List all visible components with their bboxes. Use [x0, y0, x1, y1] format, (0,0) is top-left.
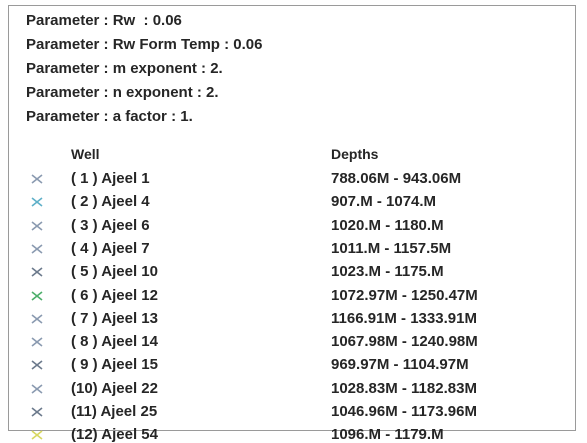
well-marker [31, 290, 43, 301]
well-marker [31, 430, 43, 440]
well-marker [31, 337, 43, 347]
marker-stroke [31, 197, 43, 207]
well-marker [31, 220, 43, 231]
well-name: ( 4 ) Ajeel 7 [71, 239, 150, 257]
well-name: (10) Ajeel 22 [71, 379, 158, 397]
depth-range: 969.97M - 1104.97M [331, 356, 469, 374]
marker-stroke [31, 244, 43, 254]
well-marker [31, 314, 43, 324]
column-header: Depths [331, 146, 379, 162]
well-name: ( 8 ) Ajeel 14 [71, 333, 158, 351]
well-name: ( 5 ) Ajeel 10 [71, 263, 158, 281]
column-header: Well [71, 146, 100, 162]
well-marker [31, 197, 43, 207]
well-marker [31, 384, 43, 394]
marker-stroke [31, 290, 43, 301]
well-marker [31, 407, 43, 417]
well-marker [31, 360, 43, 371]
parameter-panel: Parameter : Rw : 0.06 Parameter : Rw For… [8, 5, 576, 443]
well-name: ( 9 ) Ajeel 15 [71, 356, 158, 374]
well-name: ( 7 ) Ajeel 13 [71, 309, 158, 327]
well-name: ( 1 ) Ajeel 1 [71, 170, 150, 187]
depth-range: 1028.83M - 1182.83M [331, 379, 477, 397]
marker-stroke [31, 174, 43, 184]
well-name: (11) Ajeel 25 [71, 403, 158, 420]
marker-stroke [31, 314, 43, 324]
well-name: ( 6 ) Ajeel 12 [71, 286, 158, 304]
marker-stroke [31, 267, 43, 277]
depth-range: 1011.M - 1157.5M [331, 239, 452, 257]
depth-range: 907.M - 1074.M [331, 193, 437, 211]
depth-range: 1020.M - 1180.M [331, 216, 444, 234]
depth-range: 1046.96M - 1173.96M [331, 403, 477, 420]
marker-stroke [31, 360, 43, 371]
parameter: Parameter : Rw : 0.06 [26, 12, 182, 29]
parameter: Parameter : Rw Form Temp : 0.06 [26, 36, 263, 53]
marker-stroke [31, 220, 43, 231]
parameter: Parameter : n exponent : 2. [26, 84, 219, 101]
depth-range: 1166.91M - 1333.91M [331, 309, 477, 327]
well-marker [31, 267, 43, 277]
depth-range: 1023.M - 1175.M [331, 263, 444, 281]
well-marker [31, 174, 43, 184]
depth-range: 1067.98M - 1240.98M [331, 333, 478, 351]
marker-stroke [31, 337, 43, 347]
well-name: ( 3 ) Ajeel 6 [71, 216, 150, 234]
depth-range: 1072.97M - 1250.47M [331, 286, 478, 304]
marker-stroke [31, 384, 43, 394]
parameter: Parameter : a factor : 1. [26, 108, 193, 125]
parameter: Parameter : m exponent : 2. [26, 60, 223, 77]
well-marker [31, 244, 43, 254]
well-name: ( 2 ) Ajeel 4 [71, 193, 150, 211]
depth-range: 788.06M - 943.06M [331, 170, 462, 187]
marker-stroke [31, 407, 43, 417]
